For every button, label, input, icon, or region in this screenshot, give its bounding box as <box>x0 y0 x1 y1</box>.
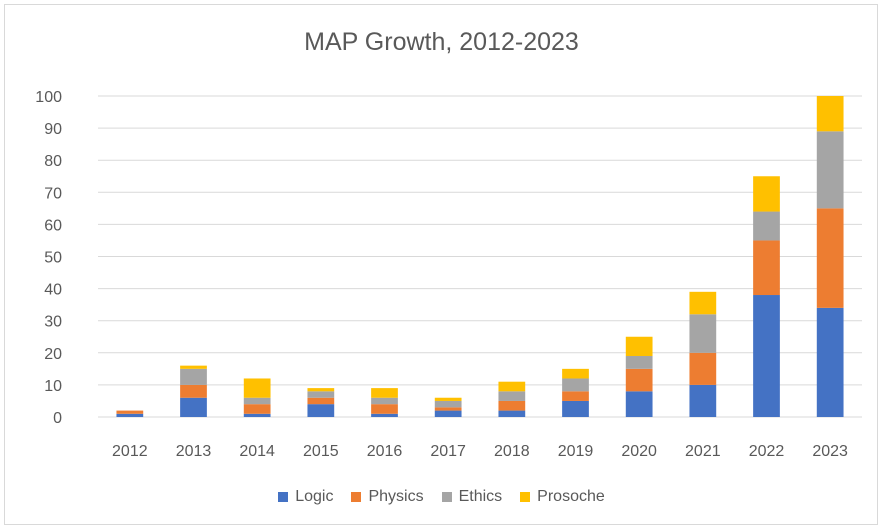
bar-ethics-2021 <box>689 314 717 353</box>
bar-ethics-2020 <box>625 356 653 369</box>
bar-prosoche-2018 <box>498 381 526 392</box>
bar-prosoche-2013 <box>180 365 207 369</box>
x-tick-label: 2018 <box>494 443 530 460</box>
bar-ethics-2018 <box>498 391 526 401</box>
legend-label: Prosoche <box>537 488 605 505</box>
bar-physics-2021 <box>689 352 717 385</box>
bar-prosoche-2019 <box>562 368 589 379</box>
x-tick-label: 2020 <box>621 443 657 460</box>
legend-swatch <box>278 492 289 502</box>
bar-logic-2022 <box>753 295 780 417</box>
bar-logic-2016 <box>371 413 398 417</box>
x-tick-label: 2017 <box>430 443 466 460</box>
legend-item-logic: Logic <box>278 488 333 506</box>
bar-prosoche-2020 <box>625 336 653 357</box>
y-tick-label: 90 <box>44 121 62 138</box>
bar-prosoche-2022 <box>753 176 780 212</box>
bar-logic-2021 <box>689 384 717 417</box>
x-tick-label: 2014 <box>239 443 275 460</box>
bar-logic-2020 <box>625 391 653 417</box>
bar-prosoche-2023 <box>816 96 844 132</box>
x-tick-label: 2019 <box>558 443 594 460</box>
legend-swatch <box>520 492 531 502</box>
bar-prosoche-2016 <box>371 388 398 398</box>
bar-physics-2023 <box>816 208 844 308</box>
bar-prosoche-2015 <box>307 388 335 392</box>
x-tick-label: 2015 <box>303 443 339 460</box>
x-tick-label: 2022 <box>749 443 785 460</box>
bar-logic-2015 <box>307 404 335 417</box>
bar-physics-2022 <box>753 240 780 296</box>
legend-item-ethics: Ethics <box>441 488 503 506</box>
chart-frame <box>4 4 878 525</box>
legend-label: Logic <box>295 488 334 505</box>
legend-item-prosoche: Prosoche <box>520 488 605 506</box>
bar-ethics-2017 <box>434 400 462 408</box>
chart-legend: Logic Physics Ethics Prosoche <box>0 488 883 506</box>
y-tick-label: 0 <box>53 410 62 427</box>
bar-physics-2012 <box>116 410 144 414</box>
legend-swatch <box>441 492 452 502</box>
bar-ethics-2022 <box>753 211 780 241</box>
x-tick-label: 2012 <box>112 443 148 460</box>
y-tick-label: 80 <box>44 153 62 170</box>
y-tick-label: 30 <box>44 314 62 331</box>
legend-label: Ethics <box>458 488 503 505</box>
bar-physics-2015 <box>307 397 335 405</box>
bar-ethics-2015 <box>307 391 335 398</box>
bar-ethics-2014 <box>243 397 271 405</box>
bar-physics-2013 <box>180 384 207 398</box>
x-tick-label: 2023 <box>812 443 848 460</box>
bar-prosoche-2014 <box>243 378 271 398</box>
x-tick-label: 2016 <box>367 443 403 460</box>
bar-ethics-2016 <box>371 397 398 405</box>
bar-prosoche-2021 <box>689 291 717 315</box>
x-tick-label: 2021 <box>685 443 721 460</box>
y-tick-label: 40 <box>44 282 62 299</box>
bar-physics-2017 <box>434 407 462 411</box>
bar-logic-2014 <box>243 413 271 417</box>
legend-swatch <box>351 492 362 502</box>
y-tick-label: 50 <box>44 250 62 267</box>
y-tick-label: 70 <box>44 185 62 202</box>
bar-ethics-2019 <box>562 378 589 392</box>
y-tick-label: 10 <box>44 378 62 395</box>
y-tick-label: 60 <box>44 217 62 234</box>
bar-logic-2012 <box>116 413 144 417</box>
bar-physics-2014 <box>243 404 271 414</box>
chart-title: MAP Growth, 2012-2023 <box>304 28 579 56</box>
bar-physics-2020 <box>625 368 653 392</box>
bar-ethics-2013 <box>180 368 207 385</box>
legend-label: Physics <box>368 488 424 505</box>
y-tick-label: 100 <box>35 89 62 106</box>
bar-physics-2016 <box>371 404 398 414</box>
legend-item-physics: Physics <box>351 488 424 506</box>
bar-logic-2018 <box>498 410 526 417</box>
bar-prosoche-2017 <box>434 397 462 401</box>
bar-logic-2013 <box>180 397 207 417</box>
bar-logic-2017 <box>434 410 462 417</box>
bar-logic-2023 <box>816 307 844 417</box>
bar-physics-2019 <box>562 391 589 401</box>
bar-physics-2018 <box>498 400 526 411</box>
y-tick-label: 20 <box>44 346 62 363</box>
x-tick-label: 2013 <box>176 443 212 460</box>
bar-ethics-2023 <box>816 131 844 209</box>
bar-logic-2019 <box>562 400 589 417</box>
